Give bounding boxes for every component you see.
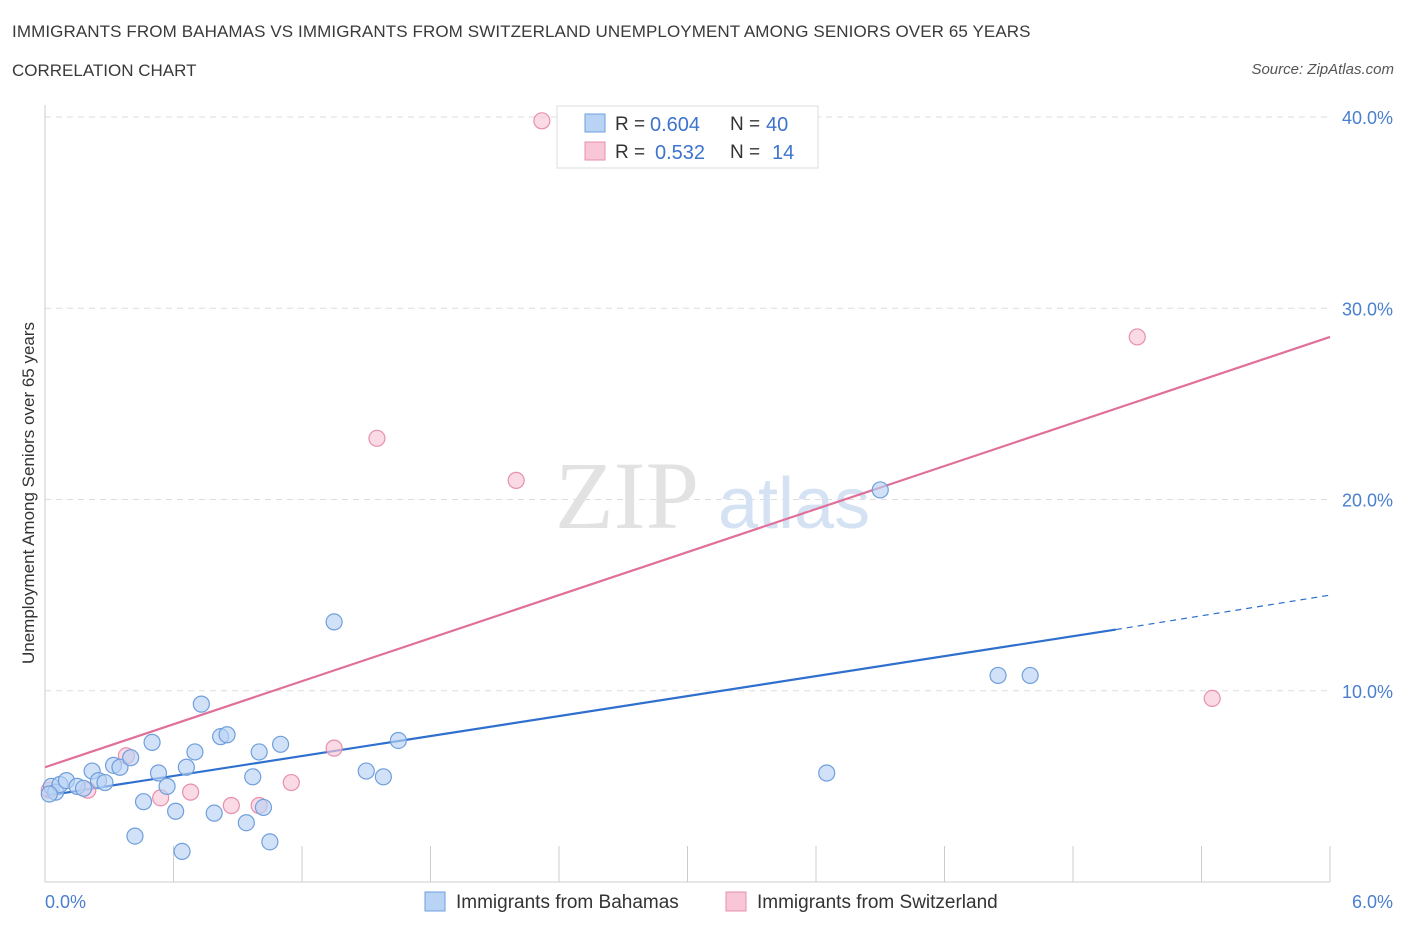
series-legend: Immigrants from Bahamas Immigrants from … — [424, 891, 998, 913]
blue-point-33 — [389, 731, 407, 750]
pink-point-7 — [282, 773, 300, 792]
pink-point-12 — [1128, 328, 1146, 346]
legend-r-label-pink: R = — [615, 142, 645, 163]
blue-point-11 — [126, 827, 144, 845]
y-tick-label-3: 40.0% — [1342, 108, 1393, 128]
legend-swatch-blue — [584, 113, 606, 133]
bottom-legend-label-blue: Immigrants from Bahamas — [456, 892, 679, 913]
correlation-legend: R = 0.604 N = 40 R = 0.532 N = 14 — [556, 105, 819, 169]
blue-point-26 — [250, 743, 268, 761]
blue-trend-line — [44, 628, 1117, 798]
blue-point-39 — [74, 779, 93, 797]
blue-point-37 — [1021, 666, 1039, 685]
pink-point-11 — [533, 112, 551, 130]
blue-point-17 — [173, 842, 191, 861]
x-tick-label-1: 6.0% — [1352, 892, 1393, 912]
blue-point-14 — [149, 764, 168, 782]
grid-lines — [45, 116, 1330, 692]
blue-point-7 — [96, 773, 114, 792]
blue-point-9 — [111, 758, 129, 776]
y-tick-label-2: 30.0% — [1342, 299, 1393, 319]
blue-point-31 — [357, 762, 375, 780]
legend-n-label-pink: N = — [730, 142, 760, 163]
blue-point-38 — [40, 785, 58, 803]
blue-point-18 — [177, 758, 195, 776]
y-axis-title: Unemployment Among Seniors over 65 years — [19, 322, 38, 664]
pink-point-10 — [507, 471, 525, 489]
blue-point-23 — [218, 726, 236, 744]
y-tick-label-1: 20.0% — [1342, 491, 1393, 511]
legend-n-value-pink: 14 — [772, 142, 794, 164]
axes — [44, 105, 1331, 883]
pink-point-5 — [222, 796, 240, 815]
x-tick-label-0: 0.0% — [45, 892, 86, 912]
bottom-legend-label-pink: Immigrants from Switzerland — [757, 892, 998, 913]
blue-point-35 — [871, 481, 889, 499]
blue-point-25 — [244, 768, 262, 786]
blue-point-10 — [122, 749, 140, 767]
trend-lines — [44, 335, 1331, 798]
legend-r-value-pink: 0.532 — [655, 142, 705, 164]
watermark-atlas: atlas — [718, 464, 870, 544]
pink-point-9 — [368, 429, 386, 447]
blue-point-27 — [254, 798, 273, 817]
legend-n-label-blue: N = — [730, 114, 760, 135]
blue-point-21 — [205, 804, 223, 822]
blue-point-24 — [237, 814, 255, 832]
blue-point-19 — [186, 743, 204, 761]
y-tick-label-0: 10.0% — [1342, 682, 1393, 702]
pink-point-13 — [1203, 689, 1221, 708]
pink-point-4 — [182, 783, 200, 801]
blue-point-32 — [374, 768, 392, 786]
watermark-zip: ZIP — [555, 442, 699, 549]
data-points — [40, 112, 1221, 861]
pink-trend-line — [44, 335, 1331, 769]
x-tick-labels: 0.0% 6.0% — [45, 892, 1393, 912]
blue-trend-line-extension — [1115, 594, 1331, 631]
watermark: ZIP atlas — [555, 442, 870, 549]
blue-point-28 — [261, 833, 279, 851]
blue-point-15 — [158, 777, 176, 795]
legend-r-value-blue: 0.604 — [650, 114, 700, 136]
legend-swatch-pink — [584, 141, 606, 161]
y-tick-labels: 10.0% 20.0% 30.0% 40.0% — [1342, 108, 1393, 702]
blue-point-36 — [989, 666, 1007, 685]
legend-n-value-blue: 40 — [766, 114, 788, 136]
legend-r-label-blue: R = — [615, 114, 645, 135]
chart-title: IMMIGRANTS FROM BAHAMAS VS IMMIGRANTS FR… — [12, 22, 1031, 41]
bottom-legend-swatch-blue — [424, 891, 446, 912]
blue-point-30 — [325, 613, 343, 631]
blue-point-34 — [818, 764, 836, 782]
bottom-legend-swatch-pink — [725, 891, 747, 912]
blue-point-12 — [134, 793, 153, 811]
blue-point-13 — [143, 733, 161, 751]
blue-point-16 — [167, 802, 185, 820]
source-label: Source: ZipAtlas.com — [1251, 61, 1394, 78]
pink-point-8 — [325, 739, 343, 757]
chart-subtitle: CORRELATION CHART — [12, 61, 197, 80]
blue-point-20 — [192, 695, 210, 713]
blue-point-29 — [271, 735, 290, 753]
